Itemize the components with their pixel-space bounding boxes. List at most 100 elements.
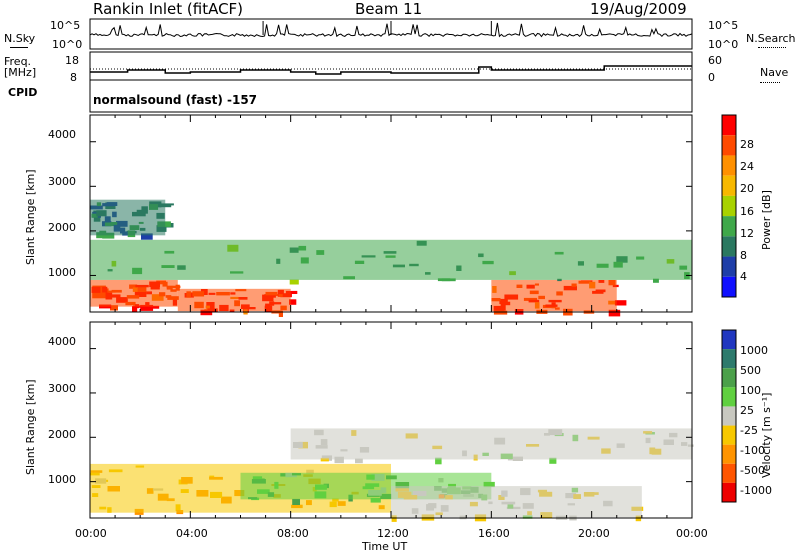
velocity-colorbar-tick: -1000 (740, 484, 772, 497)
freq-tick-bottom: 8 (70, 71, 77, 84)
freq-unit-label: [MHz] (4, 66, 37, 79)
power-cell (102, 232, 115, 239)
power-cell (289, 279, 299, 285)
power-cell (653, 278, 659, 283)
velocity-ytick: 3000 (48, 382, 76, 395)
velocity-cell (459, 515, 467, 520)
power-cell (132, 306, 138, 312)
power-band (90, 279, 178, 307)
velocity-cell (292, 498, 300, 505)
velocity-ytick: 2000 (48, 428, 76, 441)
xtick: 20:00 (578, 527, 610, 540)
power-colorbar-tick: 8 (740, 249, 747, 262)
velocity-colorbar-swatch (722, 482, 736, 502)
power-cell (289, 299, 297, 305)
nsky-underline (10, 47, 28, 48)
cpid-label: CPID (8, 86, 38, 99)
velocity-band (290, 428, 692, 460)
freq-trace (90, 65, 692, 75)
power-colorbar-frame (721, 114, 737, 298)
velocity-colorbar-swatch (722, 425, 736, 445)
velocity-colorbar-frame (721, 329, 737, 503)
velocity-cell (549, 457, 557, 464)
xaxis-label: Time UT (362, 540, 408, 553)
velocity-colorbar-swatch (722, 387, 736, 407)
velocity-cell (370, 498, 381, 503)
velocity-colorbar-swatch (722, 444, 736, 464)
power-ytick: 1000 (48, 266, 76, 279)
power-cell (140, 304, 154, 311)
nsearch-dotted (758, 47, 786, 48)
power-cell (285, 290, 298, 294)
nsky-left-tick-top: 10^5 (50, 19, 81, 32)
power-band (491, 279, 617, 312)
velocity-colorbar-swatch (722, 368, 736, 388)
velocity-colorbar-tick: 500 (740, 364, 761, 377)
velocity-cell (334, 456, 344, 464)
power-cell (243, 307, 248, 315)
freq-label: Freq. (4, 55, 32, 68)
nsky-right-tick-bottom: 10^0 (708, 38, 739, 51)
power-cell (557, 278, 562, 282)
nsearch-label: N.Search (746, 32, 796, 45)
nave-dotted (760, 82, 780, 83)
nsky-left-tick-bottom: 10^0 (52, 38, 83, 51)
velocity-colorbar-swatch (722, 406, 736, 426)
cpid-text: normalsound (fast) -157 (93, 93, 258, 107)
velocity-cell (391, 515, 397, 522)
power-colorbar-swatch (722, 236, 736, 257)
power-cell (278, 310, 283, 317)
station-title: Rankin Inlet (fitACF) (93, 0, 244, 18)
power-colorbar-swatch (722, 175, 736, 196)
power-cell (493, 310, 508, 315)
power-band (177, 288, 291, 312)
nave-tick-bottom: 0 (708, 71, 715, 84)
velocity-colorbar-swatch (722, 330, 736, 350)
velocity-cell (320, 457, 329, 462)
power-colorbar-swatch (722, 256, 736, 277)
xtick: 04:00 (176, 527, 208, 540)
power-colorbar-tick: 28 (740, 138, 754, 151)
power-cell (608, 309, 621, 317)
xtick: 08:00 (277, 527, 309, 540)
freq-tick-top: 18 (65, 54, 79, 67)
nsky-label: N.Sky (4, 32, 36, 45)
velocity-colorbar-tick: -500 (740, 464, 765, 477)
nave-label: Nave (760, 66, 789, 79)
xtick: 00:00 (75, 527, 107, 540)
date-label: 19/Aug/2009 (590, 0, 687, 18)
power-colorbar-swatch (722, 135, 736, 156)
nave-tick-top: 60 (708, 54, 722, 67)
velocity-ytick: 4000 (48, 335, 76, 348)
power-colorbar-swatch (722, 115, 736, 136)
power-ytick: 3000 (48, 175, 76, 188)
power-colorbar-swatch (722, 276, 736, 297)
power-colorbar-swatch (722, 195, 736, 217)
velocity-colorbar-tick: -25 (740, 424, 758, 437)
power-colorbar-swatch (722, 155, 736, 176)
power-cell (141, 233, 153, 240)
freq-frame (89, 51, 693, 81)
velocity-colorbar-tick: 1000 (740, 344, 768, 357)
beam-label: Beam 11 (355, 0, 423, 18)
velocity-colorbar-tick: 25 (740, 404, 754, 417)
power-cell (614, 300, 627, 306)
power-band (90, 239, 692, 280)
power-band (90, 199, 166, 236)
xtick: 12:00 (377, 527, 409, 540)
power-colorbar-tick: 20 (740, 182, 754, 195)
power-colorbar-swatch (722, 216, 736, 237)
power-colorbar-tick: 16 (740, 205, 754, 218)
velocity-colorbar-tick: -100 (740, 444, 765, 457)
velocity-colorbar-swatch (722, 349, 736, 369)
nsky-right-tick-top: 10^5 (708, 19, 739, 32)
xtick: 16:00 (478, 527, 510, 540)
xtick: 00:00 (676, 527, 708, 540)
velocity-colorbar-tick: 100 (740, 384, 761, 397)
velocity-band (391, 486, 642, 518)
velocity-ytick: 1000 (48, 473, 76, 486)
power-ytick: 4000 (48, 128, 76, 141)
velocity-cell (355, 458, 363, 464)
power-cell (110, 305, 118, 311)
